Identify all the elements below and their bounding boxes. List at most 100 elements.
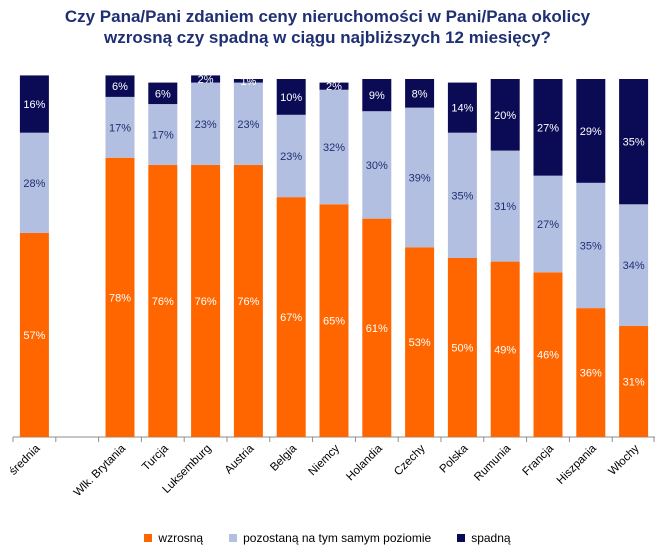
data-label-spadna-czechy: 8% [412,88,428,100]
bar-segment-wzrosna-hiszpania [576,308,606,437]
bar-segment-pozostana-na-tym-samym-poziomie-czechy [405,107,435,248]
bar-segment-wzrosna-belgia [276,197,306,437]
legend-item-wzrosna: wzrosną [144,531,203,545]
bar-segment-pozostana-na-tym-samym-poziomie-rumunia [490,150,520,262]
bar-segment-spadna-francja [533,79,563,176]
data-label-pozostana-na-tym-samym-poziomie-holandia: 30% [366,160,388,172]
data-label-wzrosna-wlochy: 31% [623,377,645,389]
legend-swatch-wzrosna [144,534,153,542]
data-label-wzrosna-wlk-brytania: 78% [109,292,131,304]
bar-segment-pozostana-na-tym-samym-poziomie-holandia [362,111,392,219]
category-label-wlk-brytania: Wlk. Brytania [72,442,129,499]
legend-label-wzrosna: wzrosną [158,531,204,545]
bar-segment-spadna-wlk-brytania [105,75,135,97]
bar-segment-pozostana-na-tym-samym-poziomie-belgia [276,114,306,198]
data-label-pozostana-na-tym-samym-poziomie-luksemburg: 23% [195,119,217,131]
data-label-wzrosna-polska: 50% [451,343,473,355]
bar-segment-wzrosna-rumunia [490,261,520,437]
data-label-spadna-holandia: 9% [369,90,385,102]
bar-segment-pozostana-na-tym-samym-poziomie-wlochy [619,204,649,327]
legend-label-pozostana: pozostaną na tym samym poziomie [243,531,432,545]
data-label-spadna-belgia: 10% [280,92,302,104]
data-label-wzrosna-srednia: 57% [23,330,45,342]
bar-segment-pozostana-na-tym-samym-poziomie-luksemburg [191,82,221,165]
bar-segment-wzrosna-holandia [362,218,392,437]
chart-title-line-1: Czy Pana/Pani zdaniem ceny nieruchomości… [64,7,591,26]
bar-segment-spadna-turcja [148,82,178,105]
chart-title-line-2: wzrosną czy spadną w ciągu najbliższych … [104,28,551,47]
data-label-spadna-turcja: 6% [155,88,171,100]
category-label-polska: Polska [438,442,471,475]
data-label-wzrosna-turcja: 76% [152,296,174,308]
category-label-niemcy: Niemcy [307,442,343,478]
bar-segment-pozostana-na-tym-samym-poziomie-turcja [148,104,178,165]
bar-segment-spadna-niemcy [319,82,349,90]
category-label-francja: Francja [521,442,557,478]
bar-segment-spadna-austria [233,79,263,83]
bar-segment-pozostana-na-tym-samym-poziomie-wlk-brytania [105,96,135,158]
data-label-pozostana-na-tym-samym-poziomie-turcja: 17% [152,129,174,141]
bar-segment-pozostana-na-tym-samym-poziomie-francja [533,175,563,273]
data-label-wzrosna-niemcy: 65% [323,316,345,328]
bar-segment-wzrosna-francja [533,272,563,437]
data-label-pozostana-na-tym-samym-poziomie-czechy: 39% [409,172,431,184]
bar-segment-spadna-hiszpania [576,79,606,183]
chart-title: Czy Pana/Pani zdaniem ceny nieruchomości… [0,6,655,48]
data-label-pozostana-na-tym-samym-poziomie-srednia: 28% [23,178,45,190]
data-label-pozostana-na-tym-samym-poziomie-wlk-brytania: 17% [109,122,131,134]
data-label-wzrosna-belgia: 67% [280,312,302,324]
category-label-rumunia: Rumunia [472,442,513,483]
data-label-wzrosna-hiszpania: 36% [580,368,602,380]
bar-segment-spadna-rumunia [490,79,520,151]
data-label-spadna-francja: 27% [537,122,559,134]
data-label-pozostana-na-tym-samym-poziomie-hiszpania: 35% [580,240,602,252]
bar-segment-pozostana-na-tym-samym-poziomie-austria [233,82,263,165]
legend-item-spadna: spadną [457,531,511,545]
bar-segment-wzrosna-wlk-brytania [105,157,135,437]
bar-segment-pozostana-na-tym-samym-poziomie-hiszpania [576,182,606,309]
data-label-pozostana-na-tym-samym-poziomie-wlochy: 34% [623,260,645,272]
data-label-pozostana-na-tym-samym-poziomie-niemcy: 32% [323,142,345,154]
category-label-wlochy: Włochy [607,442,642,477]
bar-segment-spadna-srednia [19,75,49,133]
data-label-pozostana-na-tym-samym-poziomie-austria: 23% [237,119,259,131]
data-label-pozostana-na-tym-samym-poziomie-belgia: 23% [280,151,302,163]
bar-segment-spadna-holandia [362,79,392,112]
legend-swatch-pozostana [229,534,238,542]
category-label-srednia: średnia [7,442,43,478]
data-label-spadna-polska: 14% [451,103,473,115]
bar-segment-spadna-czechy [405,79,435,108]
data-label-spadna-niemcy: 2% [326,81,342,93]
data-label-pozostana-na-tym-samym-poziomie-francja: 27% [537,219,559,231]
bar-segment-spadna-luksemburg [191,75,221,83]
data-label-spadna-wlk-brytania: 6% [112,81,128,93]
data-label-spadna-austria: 1% [240,76,256,88]
category-label-holandia: Holandia [344,442,385,483]
data-label-wzrosna-czechy: 53% [409,337,431,349]
bar-segment-wzrosna-polska [447,258,477,437]
data-label-spadna-hiszpania: 29% [580,126,602,138]
bar-segment-wzrosna-srednia [19,232,49,437]
data-label-spadna-srednia: 16% [23,99,45,111]
bar-segment-spadna-wlochy [619,79,649,205]
bar-segment-spadna-belgia [276,79,306,115]
bar-segment-wzrosna-czechy [405,247,435,437]
bar-segment-pozostana-na-tym-samym-poziomie-polska [447,132,477,258]
legend-swatch-spadna [457,534,466,542]
data-label-pozostana-na-tym-samym-poziomie-polska: 35% [451,190,473,202]
bar-segment-wzrosna-turcja [148,164,178,438]
bar-segment-wzrosna-austria [233,164,263,438]
data-label-spadna-rumunia: 20% [494,110,516,122]
data-label-pozostana-na-tym-samym-poziomie-rumunia: 31% [494,201,516,213]
data-label-wzrosna-austria: 76% [237,296,259,308]
legend-item-pozostana: pozostaną na tym samym poziomie [229,531,431,545]
data-label-wzrosna-luksemburg: 76% [195,296,217,308]
category-label-austria: Austria [223,442,257,476]
category-label-belgia: Belgia [268,442,300,474]
category-label-hiszpania: Hiszpania [555,442,600,487]
data-label-spadna-luksemburg: 2% [198,74,214,86]
bar-segment-pozostana-na-tym-samym-poziomie-niemcy [319,89,349,205]
bar-segment-pozostana-na-tym-samym-poziomie-srednia [19,132,49,233]
category-label-turcja: Turcja [140,442,171,473]
